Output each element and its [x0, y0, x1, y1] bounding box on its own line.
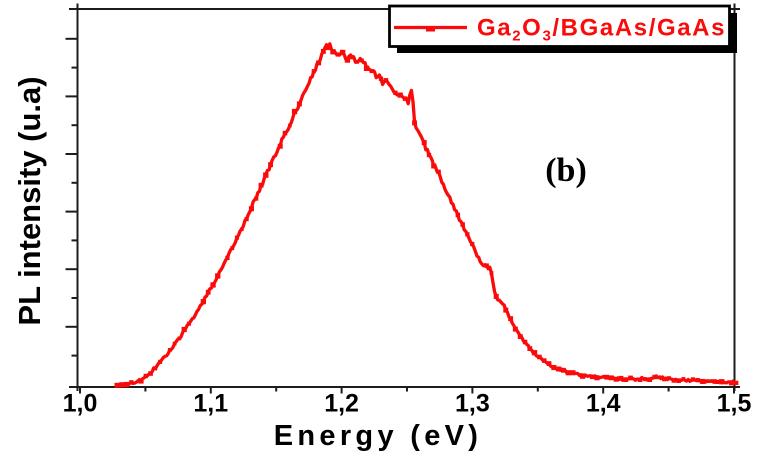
svg-text:PL intensity (u.a): PL intensity (u.a): [12, 76, 47, 325]
svg-text:1,4: 1,4: [586, 390, 621, 418]
svg-text:1,0: 1,0: [63, 390, 98, 418]
svg-text:1,1: 1,1: [193, 390, 228, 418]
svg-text:1,5: 1,5: [717, 390, 752, 418]
svg-text:1,3: 1,3: [455, 390, 490, 418]
svg-text:1,2: 1,2: [324, 390, 359, 418]
svg-text:(b): (b): [545, 152, 587, 189]
svg-text:Energy (eV): Energy (eV): [274, 420, 482, 452]
svg-text:Ga2O3/BGaAs/GaAs: Ga2O3/BGaAs/GaAs: [477, 15, 726, 45]
